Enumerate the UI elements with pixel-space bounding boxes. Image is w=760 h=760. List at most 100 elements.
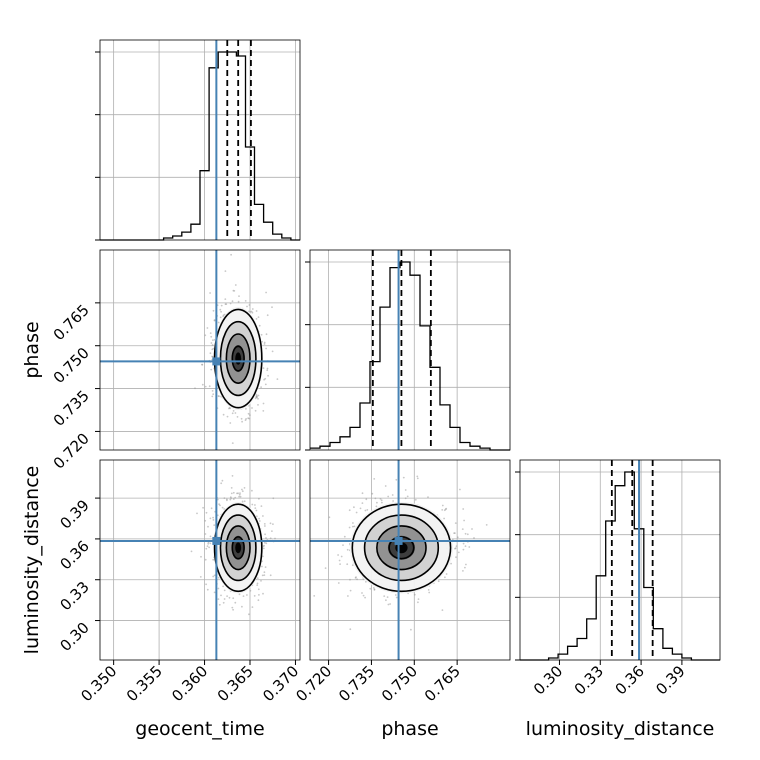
sample-point (269, 522, 272, 525)
sample-point (347, 595, 349, 597)
sample-point (249, 414, 251, 416)
sample-point (342, 544, 344, 546)
sample-point (240, 417, 243, 420)
sample-point (263, 541, 266, 544)
sample-point (351, 564, 354, 567)
sample-point (206, 327, 209, 329)
sample-point (276, 378, 279, 380)
sample-point (339, 563, 341, 565)
contour-line (351, 503, 452, 593)
sample-point (371, 492, 374, 495)
sample-point (232, 410, 235, 412)
sample-point (220, 310, 223, 313)
sample-point (410, 628, 412, 631)
sample-point (257, 599, 260, 602)
truth-marker (212, 536, 221, 545)
contour-line (363, 514, 440, 582)
sample-point (262, 410, 265, 412)
sample-point (455, 545, 458, 548)
sample-point (225, 303, 228, 305)
sample-point (229, 422, 232, 424)
sample-point (232, 498, 235, 500)
y-axis-label-phase: phase (21, 321, 43, 378)
panel-background (310, 250, 510, 450)
sample-point (238, 493, 241, 496)
histogram-luminosity_distance (520, 471, 720, 661)
sample-point (221, 506, 224, 509)
sample-point (457, 551, 460, 554)
x-tick-label: 0.355 (123, 662, 166, 705)
sample-point (459, 488, 461, 491)
sample-point (205, 511, 208, 514)
sample-point (365, 580, 367, 583)
x-tick-label: 0.350 (77, 662, 120, 705)
sample-point (362, 594, 365, 597)
truth-marker (212, 357, 221, 366)
sample-point (260, 333, 263, 336)
y-tick-label: 0.765 (50, 301, 93, 344)
sample-point (229, 498, 232, 501)
y-tick-label: 0.36 (56, 537, 92, 573)
y-axis-label-luminosity_distance: luminosity_distance (21, 466, 43, 655)
sample-point (231, 606, 234, 609)
truth-marker (394, 536, 403, 545)
sample-point (272, 497, 275, 500)
sample-point (230, 253, 233, 256)
sample-point (406, 495, 409, 498)
contour-line (225, 525, 251, 571)
sample-point (206, 588, 209, 591)
sample-point (394, 594, 397, 596)
sample-point (428, 591, 431, 594)
sample-point (265, 542, 268, 545)
sample-point (372, 587, 375, 589)
sample-point (232, 597, 235, 600)
sample-point (249, 589, 252, 592)
sample-point (257, 404, 259, 406)
joint-content (310, 460, 510, 660)
joint-panel-geocent_time-luminosity_distance (99, 459, 301, 661)
sample-point (251, 503, 254, 506)
marginal-panel-phase (305, 249, 511, 451)
sample-point (265, 291, 267, 294)
sample-point (254, 409, 257, 412)
sample-point (359, 507, 362, 510)
x-tick-label: 0.36 (612, 662, 648, 698)
sample-point (373, 478, 376, 480)
sample-point (266, 367, 269, 370)
sample-point (241, 488, 243, 491)
sample-point (247, 412, 250, 415)
sample-point (264, 533, 266, 536)
sample-point (231, 300, 234, 303)
x-tick-label: 0.750 (378, 662, 421, 705)
sample-point (361, 492, 364, 495)
sample-point (211, 355, 214, 358)
sample-point (217, 598, 220, 600)
density-level (235, 542, 242, 554)
sample-point (404, 489, 407, 491)
sample-point (353, 525, 356, 528)
sample-point (468, 546, 471, 548)
sample-point (385, 599, 387, 602)
sample-point (201, 383, 204, 386)
sample-point (204, 533, 207, 535)
sample-point (238, 295, 240, 297)
sample-point (265, 333, 268, 336)
x-tick-label: 0.720 (292, 662, 335, 705)
sample-point (202, 506, 205, 509)
sample-point (462, 508, 465, 510)
sample-point (228, 596, 231, 599)
sample-point (352, 525, 354, 528)
x-axis-label-geocent_time: geocent_time (135, 718, 264, 740)
sample-point (258, 594, 260, 596)
sample-point (262, 515, 264, 517)
sample-point (217, 321, 220, 324)
sample-point (204, 385, 207, 388)
sample-point (258, 517, 260, 520)
sample-point (262, 547, 265, 550)
sample-point (263, 341, 266, 344)
sample-point (258, 520, 261, 522)
sample-point (204, 519, 207, 522)
sample-point (373, 588, 376, 591)
sample-point (209, 332, 212, 334)
sample-point (211, 390, 214, 392)
